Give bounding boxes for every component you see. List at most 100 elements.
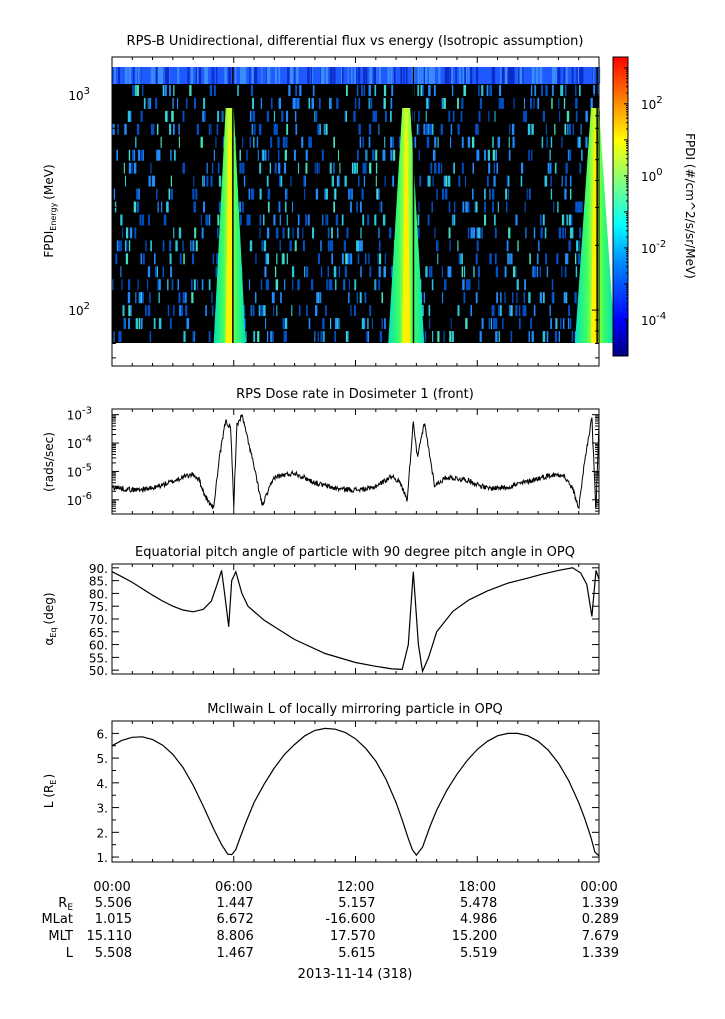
spectrogram-noise-cell (428, 175, 431, 187)
spectrogram-noise-cell (203, 201, 206, 213)
spectrogram-y-tick-label-exp: 2 (84, 301, 90, 312)
spectrogram-noise-cell (460, 110, 463, 122)
spectrogram-noise-cell (318, 253, 321, 265)
spectrogram-noise-cell (138, 188, 140, 200)
spectrogram-noise-cell (369, 266, 372, 278)
spectrogram-noise-cell (275, 123, 278, 135)
spectrogram-noise-cell (564, 188, 567, 200)
spectrogram-noise-cell (128, 305, 131, 317)
spectrogram-noise-cell (478, 227, 481, 239)
spectrogram-noise-cell (149, 331, 152, 342)
spectrogram-noise-cell (449, 240, 451, 252)
spectrogram-noise-cell (440, 123, 443, 135)
spectrogram-noise-cell (147, 97, 149, 109)
spectrogram-noise-cell (127, 110, 131, 122)
spectrogram-noise-cell (465, 318, 468, 330)
spectrogram-noise-cell (381, 318, 383, 330)
spectrogram-noise-cell (322, 214, 324, 226)
spectrogram-noise-cell (560, 318, 562, 330)
spectrogram-noise-cell (121, 279, 123, 291)
spectrogram-noise-cell (383, 97, 386, 109)
spectrogram-top-stripe (253, 67, 257, 84)
spectrogram-noise-cell (449, 266, 452, 278)
spectrogram-noise-cell (252, 305, 255, 317)
spectrogram-noise-cell (139, 292, 142, 304)
spectrogram-noise-cell (423, 292, 425, 304)
spectrogram-noise-cell (567, 318, 570, 330)
spectrogram-top-stripe (459, 67, 461, 84)
spectrogram-noise-cell (142, 85, 144, 96)
spectrogram-noise-cell (290, 175, 292, 187)
spectrogram-noise-cell (378, 279, 381, 291)
spectrogram-y-tick-label: 103 (68, 86, 90, 103)
spectrogram-noise-cell (351, 162, 354, 174)
spectrogram-noise-cell (564, 227, 567, 239)
spectrogram-noise-cell (336, 97, 339, 109)
spectrogram-noise-cell (308, 214, 310, 226)
spectrogram-noise-cell (432, 123, 434, 135)
spectrogram-noise-cell (509, 305, 512, 317)
spectrogram-noise-cell (444, 279, 447, 291)
spectrogram-noise-cell (496, 162, 498, 174)
spectrogram-noise-cell (153, 253, 156, 265)
spectrogram-noise-cell (311, 97, 314, 109)
spectrogram-noise-cell (457, 97, 459, 109)
spectrogram-noise-cell (175, 240, 178, 252)
spectrogram-title: RPS-B Unidirectional, differential flux … (127, 34, 584, 49)
spectrogram-noise-cell (502, 318, 504, 330)
spectrogram-noise-cell (531, 331, 534, 342)
spectrogram-top-stripe (378, 67, 381, 84)
spectrogram-noise-cell (127, 279, 131, 291)
spectrogram-noise-cell (294, 110, 297, 122)
spectrogram-noise-cell (538, 240, 540, 252)
spectrogram-noise-cell (488, 162, 491, 174)
spectrogram-noise-cell (294, 240, 297, 252)
spectrogram-noise-cell (492, 149, 495, 161)
spectrogram-noise-cell (148, 214, 150, 226)
pitch-angle-y-label-unit: (deg) (42, 592, 56, 624)
spectrogram-noise-cell (117, 123, 119, 135)
spectrogram-noise-cell (377, 253, 379, 265)
spectrogram-noise-cell (551, 97, 553, 109)
spectrogram-noise-cell (379, 253, 382, 265)
ephemeris-row-label: MLT (48, 929, 73, 944)
spectrogram-noise-cell (151, 175, 154, 187)
spectrogram-noise-cell (215, 136, 217, 148)
spectrogram-noise-cell (302, 227, 304, 239)
spectrogram-noise-cell (477, 149, 480, 161)
spectrogram-top-stripe (444, 67, 447, 84)
spectrogram-noise-cell (286, 123, 289, 135)
spectrogram-noise-cell (208, 279, 211, 291)
spectrogram-top-stripe (510, 67, 513, 84)
spectrogram-noise-cell (178, 136, 180, 148)
spectrogram-noise-cell (173, 123, 175, 135)
spectrogram-noise-cell (266, 175, 269, 187)
ephemeris-value: 5.506 (95, 896, 132, 911)
ephemeris-value: 15.200 (452, 929, 498, 944)
spectrogram-noise-cell (357, 253, 360, 265)
spectrogram-noise-cell (367, 318, 369, 330)
spectrogram-noise-cell (481, 318, 484, 330)
spectrogram-noise-cell (128, 162, 132, 174)
spectrogram-noise-cell (453, 201, 456, 213)
spectrogram-noise-cell (177, 279, 180, 291)
spectrogram-top-stripe (565, 67, 568, 84)
spectrogram-noise-cell (475, 201, 478, 213)
mcilwain-l-frame (111, 720, 600, 863)
spectrogram-top-stripe (354, 67, 357, 84)
spectrogram-noise-cell (525, 227, 527, 239)
spectrogram-noise-cell (283, 162, 287, 174)
ephemeris-row-label: L (66, 946, 74, 961)
ephemeris-row-label: RE (58, 896, 73, 913)
spectrogram-noise-cell (286, 214, 288, 226)
spectrogram-noise-cell (432, 149, 434, 161)
spectrogram-noise-cell (142, 253, 145, 265)
spectrogram-noise-cell (441, 266, 443, 278)
mcilwain-l-panel: McIlwain L of locally mirroring particle… (42, 702, 600, 865)
spectrogram-noise-cell (314, 331, 316, 342)
spectrogram-noise-cell (531, 149, 533, 161)
spectrogram-noise-cell (337, 175, 340, 187)
spectrogram-noise-cell (215, 266, 218, 278)
spectrogram-top-stripe (507, 67, 511, 84)
ephemeris-value: 5.615 (338, 946, 375, 961)
